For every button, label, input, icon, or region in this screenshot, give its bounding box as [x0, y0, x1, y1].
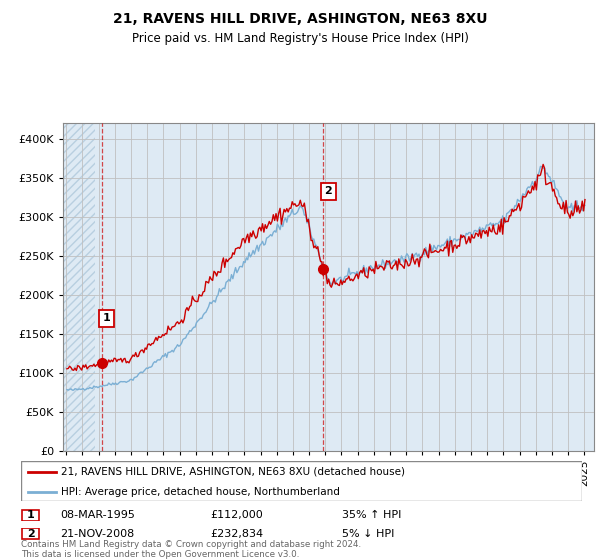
Text: 2: 2: [27, 529, 34, 539]
Text: 5% ↓ HPI: 5% ↓ HPI: [342, 529, 394, 539]
Text: £232,834: £232,834: [210, 529, 263, 539]
FancyBboxPatch shape: [22, 510, 39, 521]
Text: HPI: Average price, detached house, Northumberland: HPI: Average price, detached house, Nort…: [61, 487, 340, 497]
Text: 1: 1: [27, 510, 34, 520]
FancyBboxPatch shape: [21, 461, 582, 501]
Text: £112,000: £112,000: [210, 510, 263, 520]
Text: 2: 2: [325, 186, 332, 196]
Text: 1: 1: [103, 313, 110, 323]
Text: 21, RAVENS HILL DRIVE, ASHINGTON, NE63 8XU: 21, RAVENS HILL DRIVE, ASHINGTON, NE63 8…: [113, 12, 487, 26]
Text: 35% ↑ HPI: 35% ↑ HPI: [342, 510, 401, 520]
Text: Contains HM Land Registry data © Crown copyright and database right 2024.
This d: Contains HM Land Registry data © Crown c…: [21, 540, 361, 559]
Text: 21-NOV-2008: 21-NOV-2008: [60, 529, 134, 539]
Text: 21, RAVENS HILL DRIVE, ASHINGTON, NE63 8XU (detached house): 21, RAVENS HILL DRIVE, ASHINGTON, NE63 8…: [61, 467, 406, 477]
Text: Price paid vs. HM Land Registry's House Price Index (HPI): Price paid vs. HM Land Registry's House …: [131, 32, 469, 45]
Text: 08-MAR-1995: 08-MAR-1995: [60, 510, 135, 520]
FancyBboxPatch shape: [22, 528, 39, 539]
